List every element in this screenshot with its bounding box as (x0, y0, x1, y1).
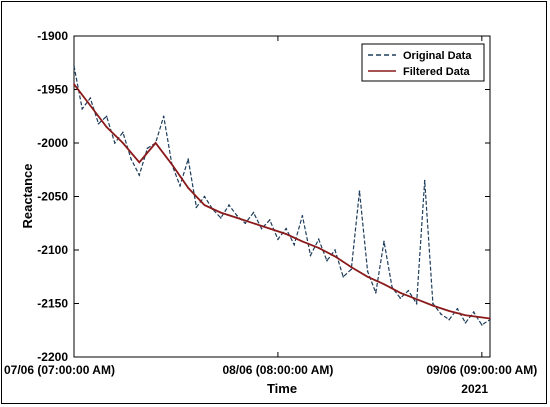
data-point-original (423, 179, 426, 182)
data-point-original (456, 308, 459, 310)
data-point-filtered (448, 310, 451, 312)
data-point-original (81, 108, 83, 110)
series-layer (73, 65, 491, 326)
data-point-original (326, 259, 328, 262)
y-tick-label: -1900 (37, 29, 68, 43)
y-tick-label: -1950 (37, 83, 68, 97)
data-point-original (187, 158, 189, 160)
legend-box (361, 43, 485, 82)
data-point-filtered (432, 304, 434, 307)
data-point-original (440, 313, 442, 316)
y-tick-label: -2100 (37, 243, 68, 257)
data-point-original (73, 65, 75, 67)
plot-area (73, 35, 491, 358)
data-point-original (358, 190, 361, 192)
data-point-original (293, 243, 296, 246)
legend: Original Data Filtered Data (361, 43, 485, 82)
y-tick-label: -2000 (37, 136, 68, 150)
y-axis: -1900 -1950 -2000 -2050 -2100 -2150 -2200 (37, 29, 490, 364)
data-point-original (228, 204, 230, 206)
data-point-filtered (187, 187, 189, 189)
data-point-original (285, 227, 287, 230)
data-point-filtered (489, 317, 491, 320)
x-tick-label: 07/06 (07:00:00 AM) (4, 363, 115, 377)
data-point-original (146, 147, 149, 150)
data-point-original (195, 206, 198, 208)
data-point-filtered (252, 222, 255, 225)
data-point-filtered (366, 276, 369, 278)
data-point-original (464, 322, 467, 324)
data-point-filtered (399, 292, 402, 294)
data-point-filtered (481, 316, 483, 319)
x-axis: 07/06 (07:00:00 AM) 08/06 (08:00:00 AM) 09… (4, 36, 537, 377)
data-point-original (130, 158, 132, 160)
data-point-filtered (301, 240, 304, 243)
data-point-original (472, 311, 475, 313)
data-point-original (301, 215, 304, 217)
data-point-filtered (89, 104, 92, 107)
data-point-original (448, 318, 451, 321)
data-point-filtered (105, 126, 108, 128)
data-point-original (203, 195, 206, 198)
data-point-original (252, 211, 255, 214)
data-point-filtered (464, 314, 467, 317)
data-point-original (122, 131, 124, 134)
data-point-filtered (285, 233, 287, 235)
data-point-original (138, 174, 141, 176)
legend-label-filtered: Filtered Data (403, 66, 471, 78)
data-point-filtered (350, 266, 353, 268)
data-point-original (309, 254, 312, 257)
data-point-filtered (122, 142, 124, 144)
data-point-filtered (317, 247, 320, 249)
data-point-filtered (383, 283, 385, 286)
x-tick-label: 08/06 (08:00:00 AM) (222, 363, 333, 377)
data-point-filtered (269, 227, 271, 230)
data-point-original (89, 97, 92, 99)
year-label: 2021 (461, 382, 488, 396)
data-point-original (432, 302, 434, 305)
y-tick-label: -2050 (37, 190, 68, 204)
y-tick-label: -2150 (37, 297, 68, 311)
data-point-filtered (203, 204, 206, 206)
data-point-original (366, 270, 369, 273)
data-point-filtered (154, 142, 157, 144)
data-point-original (162, 115, 165, 118)
data-point-original (399, 297, 402, 299)
data-point-original (415, 302, 418, 305)
x-tick-label: 09/06 (09:00:00 AM) (426, 363, 537, 377)
data-point-original (244, 222, 247, 225)
data-point-original (481, 324, 483, 326)
data-point-original (105, 115, 108, 118)
data-point-original (317, 238, 320, 241)
y-tick-label: -2200 (37, 350, 68, 364)
data-point-original (220, 217, 222, 219)
data-point-original (334, 249, 336, 251)
data-point-original (277, 238, 279, 241)
legend-label-original: Original Data (403, 50, 472, 62)
data-point-filtered (220, 211, 222, 214)
data-point-original (350, 268, 353, 271)
data-point-filtered (415, 298, 418, 301)
data-point-original (342, 276, 345, 278)
data-point-original (260, 227, 263, 230)
data-point-original (114, 142, 116, 144)
data-point-original (407, 289, 410, 292)
data-point-filtered (73, 83, 75, 85)
data-point-original (179, 185, 181, 187)
data-point-original (383, 240, 385, 243)
y-axis-label: Reactance (20, 163, 35, 228)
x-axis-label: Time (267, 381, 297, 396)
data-point-original (236, 215, 238, 217)
series-line-original (73, 65, 491, 326)
data-point-filtered (334, 255, 336, 258)
data-point-original (375, 292, 377, 294)
data-point-original (97, 122, 100, 125)
data-point-filtered (236, 217, 238, 219)
data-point-filtered (138, 161, 141, 164)
data-point-filtered (171, 163, 173, 166)
data-point-original (269, 219, 271, 221)
